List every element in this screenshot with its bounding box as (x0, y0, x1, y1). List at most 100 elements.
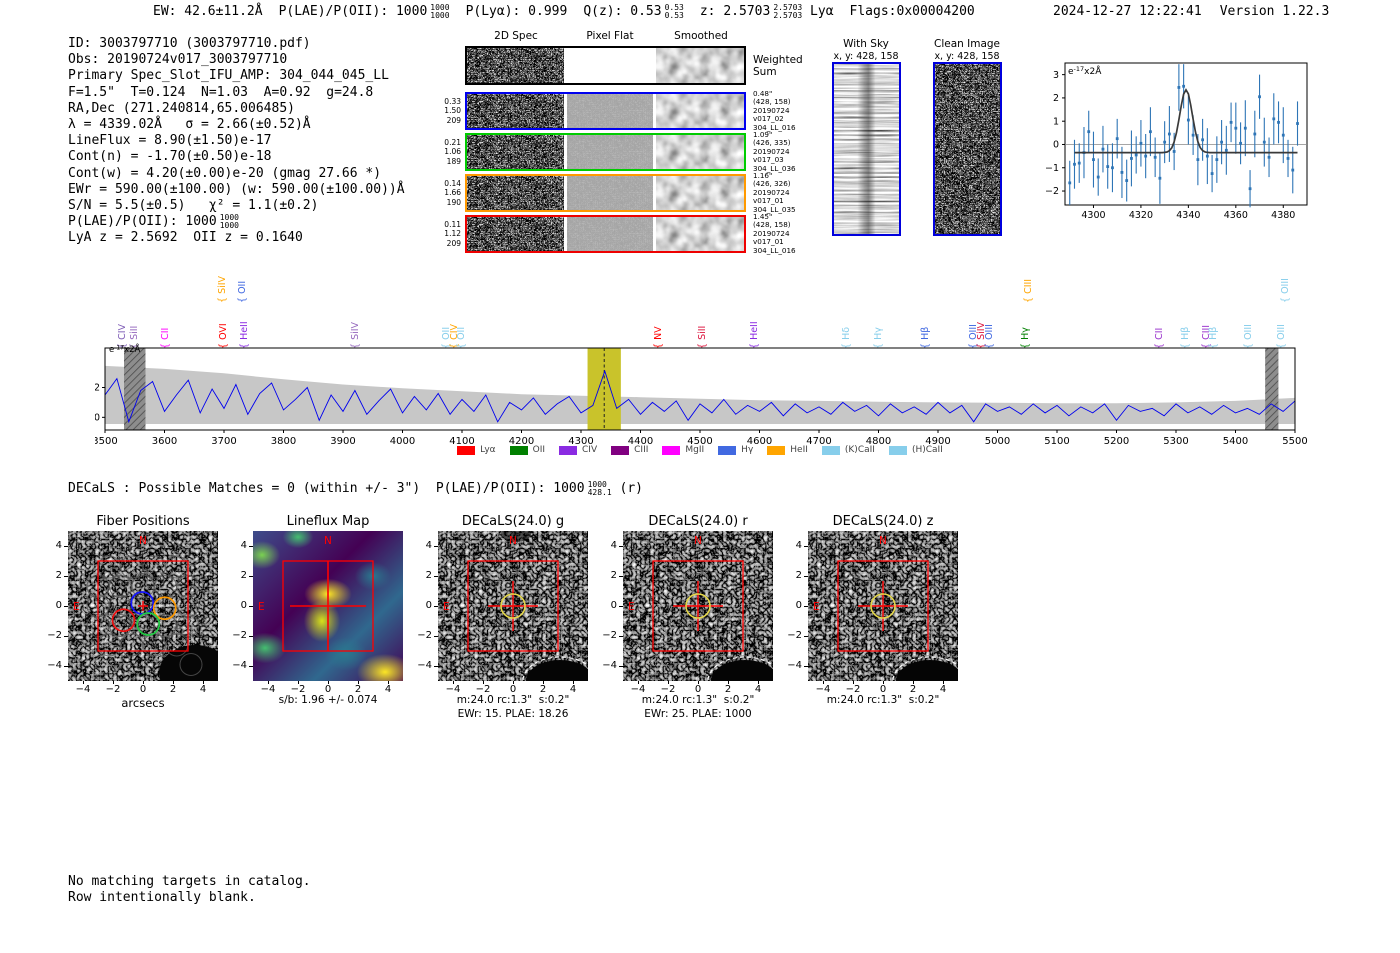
spec2d-smoothed-image (656, 217, 744, 251)
cutout-caption-1: s/b: 1.96 +/- 0.074 (278, 694, 378, 706)
legend-swatch (821, 445, 840, 455)
cutout-ytick (434, 666, 438, 667)
rect (656, 135, 744, 169)
rect (567, 135, 653, 169)
rect (656, 94, 744, 128)
spec2d-smoothed-image (656, 94, 744, 128)
rect (567, 94, 653, 128)
rect (567, 48, 653, 83)
cutout-ytick (64, 666, 68, 667)
cutout-xtick-label: 2 (169, 684, 177, 695)
inset-data-point (1281, 133, 1285, 137)
spec2d-row: 0.21 1.06 189 1.09" (426, 335) 20190724 v017_0… (437, 130, 801, 173)
cutout-xtick-label: −2 (475, 684, 491, 695)
masked-band-hatch (124, 348, 146, 430)
clean-image-noise (935, 64, 1000, 234)
photometry-aperture-circle (500, 593, 526, 619)
fiber-circle (131, 575, 155, 598)
fiber-circle (120, 633, 144, 657)
inset-ytick-label: −2 (1045, 186, 1059, 197)
info-line: F=1.5" T=0.124 N=1.03 A=0.92 g=24.8 (68, 85, 405, 101)
spec2d-left-value: 1.66 (444, 188, 461, 198)
decals-match-text: DECaLS : Possible Matches = 0 (within +/… (68, 481, 436, 496)
cutout-ytick-label: −2 (47, 630, 62, 641)
with-sky-image (832, 62, 901, 236)
cutout-xtick (638, 681, 639, 684)
inset-data-point (1234, 126, 1238, 130)
cutout-ytick-label: −4 (417, 660, 432, 671)
fiber-circle (109, 614, 132, 637)
spec2d-left-value: 189 (446, 156, 461, 166)
inset-data-point (1068, 181, 1072, 185)
spec2d-right-value: 20190724 (753, 228, 790, 238)
photometry-aperture-circle (685, 593, 711, 619)
cutout-ytick (249, 546, 253, 547)
cutout-xtick-label: 0 (139, 684, 147, 695)
legend-item: OII (509, 445, 545, 455)
plae-fraction: 1000 1000 (430, 3, 450, 20)
cutout-xtick (573, 681, 574, 684)
main-xtick-label: 5500 (1282, 436, 1307, 447)
fraction-bottom: 1000 (219, 220, 239, 230)
main-xtick-label: 5200 (1104, 436, 1129, 447)
info-line-text: LyA z = 2.5692 OII z = 0.1640 (68, 230, 303, 246)
spec2d-left-value: 0.14 (444, 178, 461, 188)
cutout-ytick (249, 636, 253, 637)
with-sky-column-shadow (834, 64, 899, 234)
cutout-caption-1: m:24.0 rc:1.3" s:0.2" (826, 694, 940, 706)
spec2d-left-value: 1.12 (444, 229, 461, 239)
cutout-ytick-label: 0 (55, 600, 62, 611)
rect (467, 176, 564, 210)
header-qz: Q(z): 0.53 0.53 0.53 (583, 3, 684, 20)
inset-data-point (1163, 140, 1167, 144)
with-sky-noise (834, 64, 899, 234)
spec2d-left-value: 0.33 (444, 96, 461, 106)
cutout-xtick-label: 4 (754, 684, 762, 695)
main-xtick-label: 3800 (271, 436, 296, 447)
cutout-ytick (804, 666, 808, 667)
legend-item: Hγ (718, 445, 753, 455)
cutout-ytick-label: −2 (787, 630, 802, 641)
main-xtick-label: 5400 (1223, 436, 1248, 447)
north-label: N (509, 535, 517, 547)
noise-envelope (105, 365, 1295, 424)
north-label: N (694, 535, 702, 547)
spec2d-pixel-flat-image (567, 135, 653, 169)
legend-label: HeII (790, 445, 808, 455)
inset-data-point (1215, 158, 1219, 162)
main-xtick-label: 4200 (509, 436, 534, 447)
fiber-circle (179, 653, 203, 676)
legend-label: (H)CaII (911, 445, 943, 455)
cutout-xtick-label: −2 (105, 684, 121, 695)
decals-plae-fraction: 1000 428.1 (587, 480, 612, 497)
legend-swatch (718, 445, 737, 455)
fiber-graphic: NE (68, 531, 218, 681)
cutout-xtick (668, 681, 669, 684)
inset-ytick-label: 0 (1053, 140, 1059, 151)
cutout-ytick-label: −4 (787, 660, 802, 671)
info-line: Cont(w) = 4.20(±0.00)e-20 (gmag 27.66 *) (68, 166, 405, 182)
highlighted-fiber-circle (136, 612, 161, 636)
rect (656, 176, 744, 210)
fiber-circle (109, 594, 132, 618)
legend-item: (H)CaII (888, 445, 943, 455)
spec2d-left-value: 0.11 (444, 219, 461, 229)
cutout-xtick (513, 681, 514, 684)
legend-swatch (888, 445, 907, 455)
spec2d-right-value: Weighted (753, 53, 803, 66)
info-line: LyA z = 2.5692 OII z = 0.1640 (68, 230, 405, 246)
legend-label: CIII (634, 445, 649, 455)
spec2d-pixel-flat-image (567, 176, 653, 210)
cutout-ytick (619, 636, 623, 637)
main-xtick-label: 5300 (1163, 436, 1188, 447)
north-label: N (324, 535, 332, 547)
spec2d-row-right-labels: Weighted Sum (753, 46, 803, 85)
cutout-xtick-label: 4 (939, 684, 947, 695)
spec2d-row: 0.33 1.50 209 0.48" (428, 158) 20190724 v017_0… (437, 89, 801, 132)
legend-swatch (662, 445, 681, 455)
cutout-ytick (804, 576, 808, 577)
cutout-xlabel: arcsecs (121, 696, 165, 710)
cutout-ytick-label: 2 (610, 570, 617, 581)
